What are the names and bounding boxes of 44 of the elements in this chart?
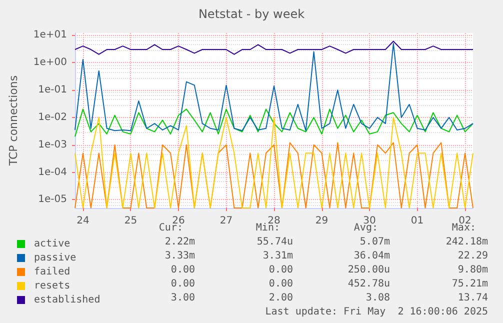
x-tick-label: 27 [220,216,233,226]
text: Min: [256,222,280,234]
text: 3.00 [170,292,196,304]
y-tick-label: 1e-05 [38,194,67,206]
line-series [74,108,474,138]
text: 0.00 [268,278,294,290]
text: 22.29 [458,250,488,262]
y-tick-label: 1e+00 [33,57,67,68]
text: 0.00 [170,278,196,290]
text: 2.22m [164,236,196,248]
text: 2.00 [268,292,294,304]
y-tick-label: 1e+01 [33,30,67,41]
text: 3.33m [164,250,196,262]
x-tick-label: 01 [410,216,424,226]
text: 55.74u [256,236,293,248]
legend-label: passive [34,252,76,264]
text: 3.08 [366,292,390,304]
chart-title: Netstat - by week [198,7,305,21]
x-tick-label: 29 [315,216,328,226]
text: 36.04m [354,250,390,262]
text: 242.18m [446,236,488,248]
y-tick-label: 1e-01 [38,84,67,96]
legend-label: failed [34,266,70,278]
x-tick-label: 24 [76,216,90,226]
text: 13.74 [458,292,488,304]
legend-label: established [34,294,100,306]
text: 0.00 [268,264,294,276]
text: 3.31m [262,250,294,262]
legend-label: resets [34,280,70,292]
text: 5.07m [360,236,390,248]
legend-label: active [34,238,70,250]
y-tick-label: 1e-03 [38,139,67,150]
text: 452.78u [348,278,390,290]
line-series [74,40,474,55]
line-series [74,42,474,132]
text: Last update: Fri May 2 16:00:06 2025 [265,306,488,318]
y-tick-label: 1e-04 [38,166,67,178]
text: 75.21m [452,278,488,290]
y-tick-label: 1e-02 [38,112,67,123]
text: 250.00u [348,264,390,276]
text: 0.00 [170,264,196,276]
text: 9.80m [458,264,488,276]
y-axis-title: TCP connections [7,75,20,167]
x-tick-label: 25 [124,216,138,226]
